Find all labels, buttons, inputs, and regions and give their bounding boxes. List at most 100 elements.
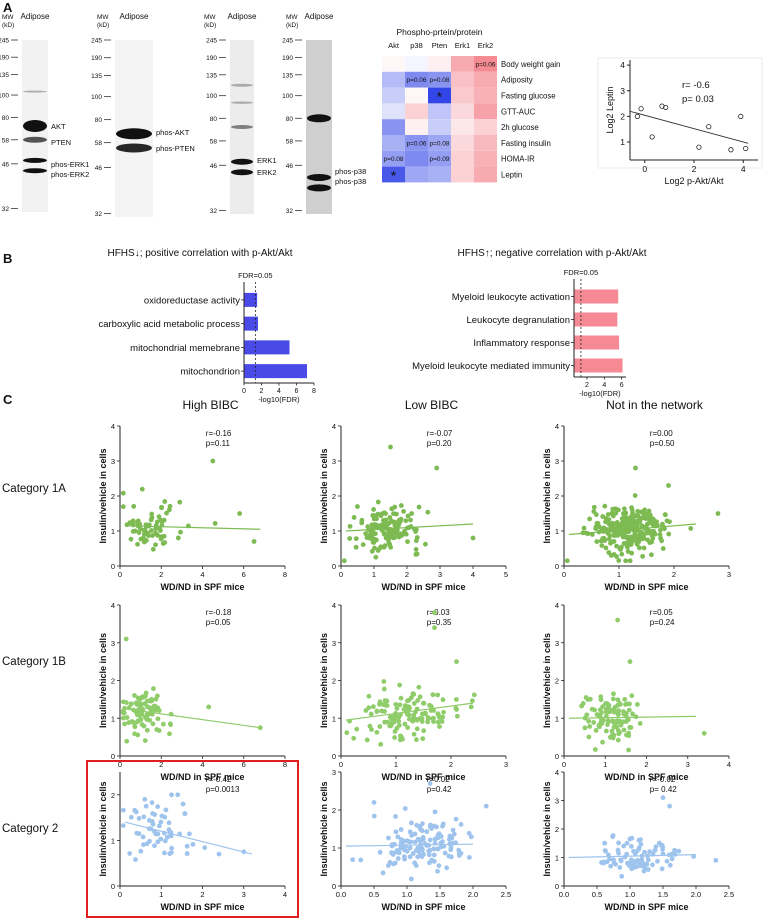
mw-header: MW [204,14,216,21]
go-term-label: mitochondrion [180,367,240,378]
y-tick-label: 2 [555,677,559,686]
scatter-c-point [632,493,638,498]
mw-marker: 190 [282,55,293,62]
x-tick-label: 3 [727,570,731,579]
scatter-c-point [411,731,417,737]
scatter-c-point [637,721,643,726]
mw-marker: 245 [206,38,217,45]
scatter-c-point [627,701,632,707]
mw-marker: 245 [91,38,102,45]
scatter-c-point [139,486,145,492]
scatter-c-point [612,709,618,715]
scatter-c-point [359,517,365,523]
scatter-c-point [135,695,141,701]
scatter-c-p: p=0.50 [650,439,675,448]
scatter-c-point [341,558,347,564]
x-tick-label: 2 [672,570,676,579]
scatter-c-xlabel: WD/ND in SPF mice [604,582,688,592]
scatter-c-point [442,850,448,856]
scatter-c-point [413,737,419,743]
scatter-c-r: r=-0.18 [206,608,232,617]
scatter-c-point [426,852,432,858]
scatter-c-point [594,539,600,545]
scatter-c-point [435,868,440,874]
scatter-c-point [608,863,614,869]
scatter-c-point [431,852,437,858]
scatter-c-point [628,725,634,730]
scatter-c-point [389,506,395,512]
y-tick-label: 1 [555,854,559,863]
mw-marker: 135 [282,72,293,79]
scatter-c-point [468,834,474,840]
scatter-c-point [623,522,629,528]
scatter-c-point [135,541,140,547]
scatter-c-point [210,458,216,464]
scatter-c-point [625,549,631,554]
scatter-c-point [422,711,428,717]
scatter-c-point [657,527,663,533]
x-tick-label: 2.5 [501,890,511,899]
scatter-c-point [381,544,387,550]
blot-2: MW(kD) Adipose 245 190 135 100 80 58 46 32 phos-AK… [91,12,195,218]
scatter-c-point [647,849,653,854]
scatter-c-point [587,724,593,729]
scatter-c-point [458,821,464,827]
scatter-c-point [415,698,421,703]
scatter-a-point [634,113,640,120]
scatter-c-point [414,726,420,732]
x-tick-label: 1 [617,570,621,579]
scatter-c-point [607,856,612,862]
x-tick-label: 6 [620,382,624,389]
scatter-c-point [600,739,605,745]
scatter-c-point [396,847,402,853]
scatter-c-point [425,715,431,720]
scatter-c-r: r=0.03 [427,608,450,617]
scatter-c-point [149,705,155,711]
scatter-c-point [600,514,606,519]
scatter-c-point [660,795,666,801]
scatter-c-point [444,865,450,871]
scatter-c-point [405,712,410,717]
scatter-c-point [435,719,441,725]
scatter-c-point [660,521,665,527]
scatter-c-point [621,514,627,519]
scatter-c-point [347,536,353,541]
tissue-label: Adipose [120,12,149,21]
scatter-c-point [143,690,149,696]
x-tick-label: 0 [118,570,122,579]
scatter-c-point [411,701,417,706]
scatter-c-point [626,707,632,713]
scatter-c-point [148,698,154,704]
scatter-c-point [619,532,625,538]
x-tick-label: 0 [562,570,566,579]
scatter-c-point [393,829,399,835]
scatter-c-point [603,519,608,525]
scatter-c-point [427,781,433,786]
y-tick-label: 3 [332,768,336,777]
band-label: phos-ERK2 [51,170,89,179]
mw-marker: 245 [0,38,9,45]
scatter-c-point [605,722,610,727]
scatter-c-point [626,537,632,543]
scatter-c-point [601,860,607,866]
scatter-c-fit [568,715,697,719]
scatter-c-point [138,717,144,723]
band-label: phos-p38 [335,177,366,186]
y-tick-label: 3 [555,797,559,806]
scatter-c-point [158,836,164,842]
y-tick-label: 0 [555,882,559,891]
mw-marker: 80 [2,115,10,122]
scatter-c-point [178,529,183,535]
y-tick-label: 1 [332,714,336,723]
blot-band [231,125,253,129]
bar-xlabel: -log10(FDR) [258,395,300,404]
heatmap-cell [405,119,428,135]
scatter-c-point [408,517,413,523]
scatter-c-point [136,831,142,837]
x-tick-label: 0 [118,890,122,899]
scatter-c-point [582,725,588,731]
x-tick-label: 2.0 [468,890,478,899]
go-term-bar [244,292,258,307]
